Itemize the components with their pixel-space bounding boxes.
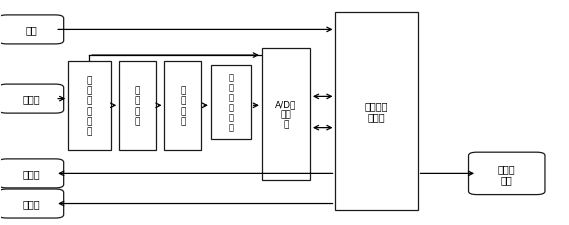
FancyBboxPatch shape (68, 61, 110, 150)
FancyBboxPatch shape (119, 61, 156, 150)
Text: 高
通
滤
波: 高 通 滤 波 (180, 86, 185, 125)
Text: 放气阀: 放气阀 (22, 199, 40, 209)
Text: 低
通
滤
波: 低 通 滤 波 (135, 86, 140, 125)
FancyBboxPatch shape (0, 189, 64, 218)
Text: 传感器: 传感器 (22, 94, 40, 104)
FancyBboxPatch shape (0, 159, 64, 188)
FancyBboxPatch shape (211, 66, 250, 139)
Text: 液晶显
示屏: 液晶显 示屏 (498, 163, 516, 184)
Text: 键盘: 键盘 (25, 25, 37, 35)
FancyBboxPatch shape (164, 61, 201, 150)
Text: 第
一
放
大
电
路: 第 一 放 大 电 路 (86, 76, 92, 135)
Text: 充气泵: 充气泵 (22, 169, 40, 179)
FancyBboxPatch shape (0, 16, 64, 45)
Text: 控制与分
析模块: 控制与分 析模块 (365, 101, 388, 122)
FancyBboxPatch shape (0, 85, 64, 114)
FancyBboxPatch shape (262, 49, 310, 180)
FancyBboxPatch shape (336, 13, 418, 210)
Text: 第
二
放
大
电
路: 第 二 放 大 电 路 (228, 73, 233, 132)
FancyBboxPatch shape (468, 153, 545, 195)
Text: A/D转
换模
块: A/D转 换模 块 (275, 100, 296, 129)
